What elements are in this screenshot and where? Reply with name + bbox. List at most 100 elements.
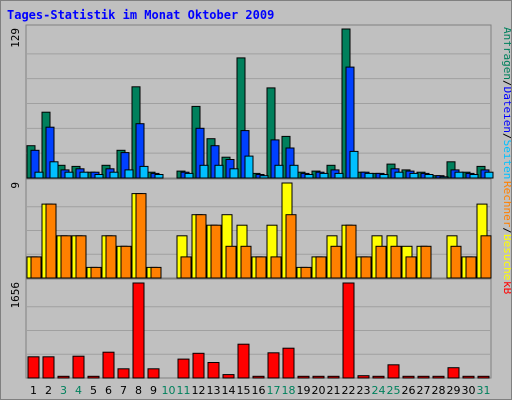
bar-seiten-day-20: [319, 172, 329, 179]
bar-kb-day-13: [207, 362, 220, 379]
legend-mid: Rechner/Besuche: [501, 181, 511, 280]
x-tick-label: 9: [150, 384, 157, 397]
x-tick-label: 31: [477, 384, 491, 397]
x-tick-label: 30: [462, 384, 476, 397]
bar-rechner-day-26: [405, 256, 417, 279]
bar-rechner-day-23: [360, 256, 372, 279]
legend-entry: kB: [501, 281, 511, 295]
bar-rechner-day-8: [135, 193, 147, 279]
bar-seiten-day-11: [184, 172, 194, 179]
bar-seiten-day-7: [124, 169, 134, 179]
bar-seiten-day-27: [424, 174, 434, 179]
bar-seiten-day-15: [244, 155, 254, 179]
bar-rechner-day-30: [465, 256, 477, 279]
y-max-label-mid: 9: [9, 182, 22, 189]
x-tick-label: 15: [237, 384, 251, 397]
legend-entry: Besuche: [501, 234, 511, 280]
bar-kb-day-11: [177, 358, 190, 379]
bar-kb-day-4: [72, 355, 85, 379]
x-tick-label: 3: [60, 384, 67, 397]
legend-top: Anfragen/Dateien/Seiten: [501, 27, 511, 179]
bar-rechner-day-24: [375, 245, 387, 279]
bar-rechner-day-14: [225, 245, 237, 279]
bar-kb-day-1: [27, 356, 40, 379]
legend-entry: Rechner: [501, 181, 511, 228]
bar-seiten-day-8: [139, 165, 149, 179]
bar-seiten-day-5: [94, 174, 104, 179]
bar-kb-day-6: [102, 351, 115, 379]
bar-seiten-day-28: [439, 176, 449, 179]
bar-kb-day-8: [132, 282, 145, 379]
x-tick-label: 12: [192, 384, 206, 397]
x-tick-label: 27: [417, 384, 431, 397]
bar-seiten-day-30: [469, 174, 479, 179]
legend-bot: kB: [501, 281, 511, 295]
bar-seiten-day-2: [49, 161, 59, 179]
x-tick-label: 20: [312, 384, 326, 397]
bar-rechner-day-17: [270, 256, 282, 279]
bar-seiten-day-17: [274, 164, 284, 179]
y-max-label-top: 129: [9, 28, 22, 48]
bar-kb-day-16: [252, 375, 265, 379]
bar-rechner-day-6: [105, 235, 117, 279]
x-tick-label: 16: [252, 384, 266, 397]
x-tick-label: 10: [162, 384, 176, 397]
bar-kb-day-23: [357, 375, 370, 379]
bar-rechner-day-13: [210, 224, 222, 279]
x-tick-label: 11: [177, 384, 191, 397]
x-tick-label: 26: [402, 384, 416, 397]
x-tick-label: 23: [357, 384, 371, 397]
bar-rechner-day-16: [255, 256, 267, 279]
bar-seiten-day-14: [229, 168, 239, 179]
x-tick-label: 25: [387, 384, 401, 397]
y-max-label-bot: 1656: [9, 282, 22, 309]
panel-bot: [25, 278, 492, 379]
bar-rechner-day-21: [330, 245, 342, 279]
bar-kb-day-25: [387, 364, 400, 379]
bar-rechner-day-11: [180, 256, 192, 279]
bar-seiten-day-23: [364, 172, 374, 179]
bar-kb-day-2: [42, 356, 55, 379]
bar-rechner-day-25: [390, 245, 402, 279]
bar-kb-day-19: [297, 375, 310, 379]
bar-kb-day-29: [447, 367, 460, 379]
x-tick-label: 5: [90, 384, 97, 397]
legend-entry: Dateien: [501, 87, 511, 133]
x-tick-label: 6: [105, 384, 112, 397]
bar-kb-day-9: [147, 368, 160, 379]
bar-rechner-day-29: [450, 245, 462, 279]
bar-seiten-day-21: [334, 172, 344, 179]
bar-seiten-day-26: [409, 172, 419, 179]
legend-entry: /: [501, 80, 511, 87]
bar-kb-day-18: [282, 347, 295, 379]
x-tick-label: 14: [222, 384, 236, 397]
bar-seiten-day-29: [454, 171, 464, 179]
x-tick-label: 18: [282, 384, 296, 397]
bar-kb-day-12: [192, 352, 205, 379]
x-tick-label: 8: [135, 384, 142, 397]
bar-kb-day-7: [117, 368, 130, 379]
bar-seiten-day-16: [259, 175, 269, 179]
bar-seiten-day-31: [484, 171, 494, 179]
bar-kb-day-5: [87, 375, 100, 379]
legend-entry: Anfragen: [501, 27, 511, 80]
bar-rechner-day-27: [420, 245, 432, 279]
bar-rechner-day-20: [315, 256, 327, 279]
bar-kb-day-24: [372, 375, 385, 379]
legend-entry: /: [501, 133, 511, 140]
bar-rechner-day-19: [300, 266, 312, 279]
bar-rechner-day-18: [285, 214, 297, 279]
bar-seiten-day-19: [304, 174, 314, 179]
bar-rechner-day-3: [60, 235, 72, 279]
bar-kb-day-20: [312, 375, 325, 379]
bar-kb-day-28: [432, 375, 445, 379]
bar-rechner-day-9: [150, 266, 162, 279]
bar-seiten-day-1: [34, 171, 44, 179]
legend-entry: /: [501, 227, 511, 234]
bar-rechner-day-22: [345, 224, 357, 279]
bar-kb-day-3: [57, 375, 70, 379]
bar-kb-day-31: [477, 375, 490, 379]
x-tick-label: 2: [45, 384, 52, 397]
